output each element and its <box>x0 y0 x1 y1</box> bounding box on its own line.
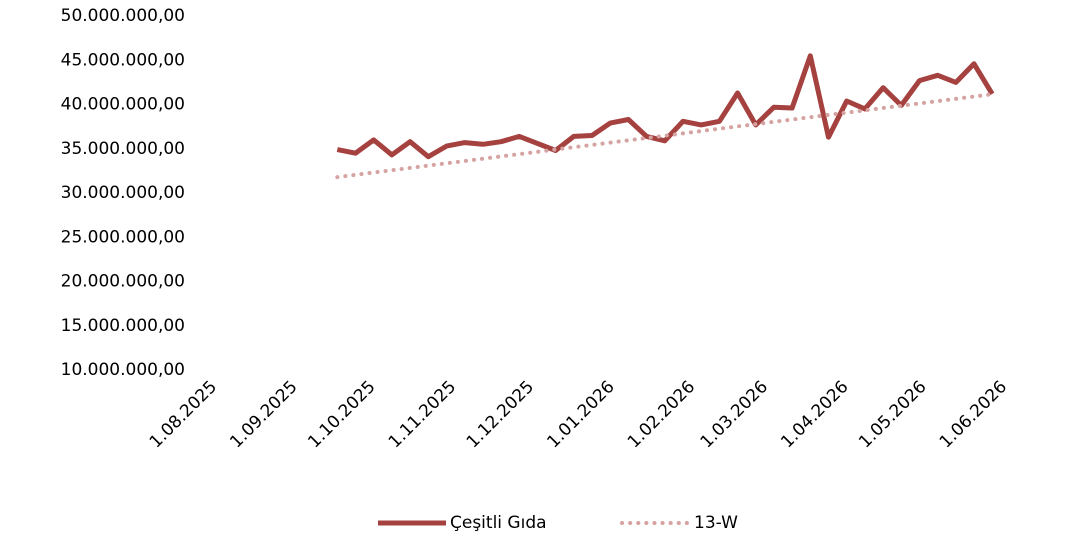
x-tick-label: 1.01.2026 <box>543 377 618 452</box>
x-tick-label: 1.05.2026 <box>855 377 930 452</box>
legend-label: Çeşitli Gıda <box>450 513 547 533</box>
x-tick-label: 1.06.2026 <box>936 377 1011 452</box>
y-tick-label: 25.000.000,00 <box>61 227 185 247</box>
series-line <box>335 92 995 180</box>
x-tick-label: 1.12.2025 <box>463 377 538 452</box>
y-tick-label: 15.000.000,00 <box>61 316 185 336</box>
x-tick-label: 1.03.2026 <box>697 377 772 452</box>
legend-label: 13-W <box>694 513 738 533</box>
x-tick-label: 1.04.2026 <box>777 377 852 452</box>
x-tick-label: 1.09.2025 <box>226 377 301 452</box>
y-tick-label: 35.000.000,00 <box>61 139 185 159</box>
x-tick-label: 1.02.2026 <box>624 377 699 452</box>
y-tick-label: 10.000.000,00 <box>61 360 185 380</box>
x-tick-label: 1.08.2025 <box>146 377 221 452</box>
y-tick-label: 30.000.000,00 <box>61 183 185 203</box>
y-tick-label: 50.000.000,00 <box>61 6 185 26</box>
y-tick-label: 20.000.000,00 <box>61 272 185 292</box>
y-tick-label: 45.000.000,00 <box>61 50 185 70</box>
x-tick-label: 1.10.2025 <box>304 377 379 452</box>
series-line <box>336 53 995 160</box>
y-tick-label: 40.000.000,00 <box>61 95 185 115</box>
x-tick-label: 1.11.2025 <box>385 377 460 452</box>
